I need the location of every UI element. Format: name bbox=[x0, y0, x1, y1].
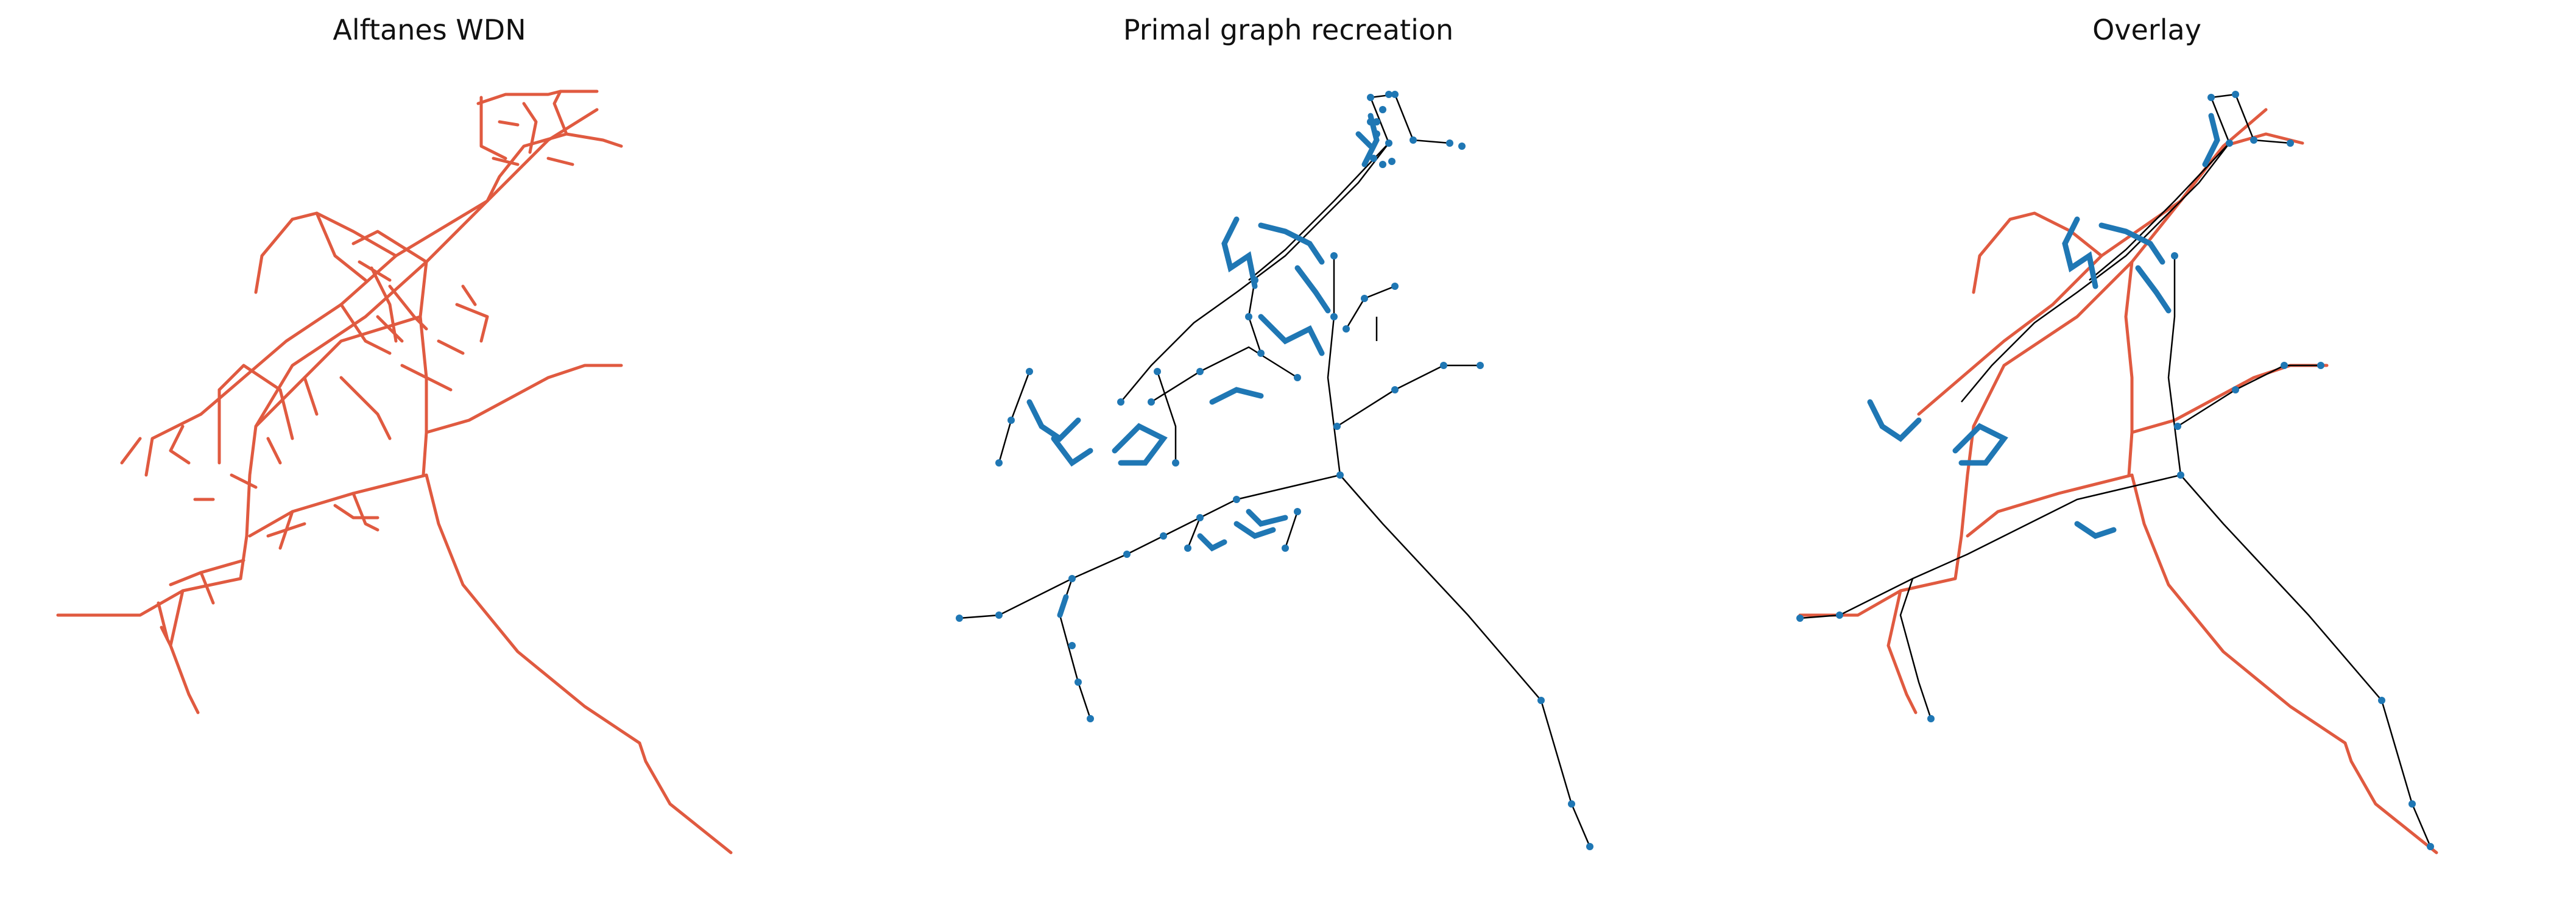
panel-title: Primal graph recreation bbox=[1123, 13, 1454, 46]
graph-edges bbox=[959, 93, 1591, 847]
network-drawing bbox=[56, 90, 733, 854]
panel-overlay: Overlay bbox=[1718, 0, 2576, 902]
graph-drawing bbox=[956, 91, 1593, 850]
panel-primal-graph: Primal graph recreation bbox=[859, 0, 1718, 902]
overlay-pipe-network bbox=[1798, 108, 2438, 854]
overlay-graph-nodes bbox=[1796, 91, 2434, 850]
graph-nodes bbox=[956, 91, 1593, 850]
dense-node-clusters bbox=[1026, 113, 1380, 618]
overlay-dense-node-clusters bbox=[1867, 113, 2220, 539]
overlay-drawing bbox=[1796, 91, 2438, 854]
panel-title: Overlay bbox=[2092, 13, 2201, 46]
panel-title: Alftanes WDN bbox=[333, 13, 526, 46]
panel-original-network: Alftanes WDN bbox=[0, 0, 859, 902]
pipe-network bbox=[56, 90, 733, 854]
overlay-graph-edges bbox=[1799, 93, 2432, 847]
